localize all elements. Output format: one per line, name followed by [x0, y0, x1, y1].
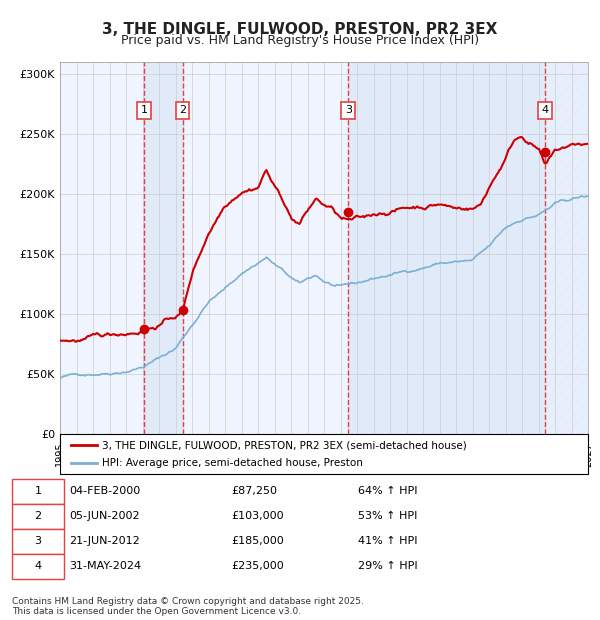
Text: 04-FEB-2000: 04-FEB-2000 [70, 485, 141, 495]
FancyBboxPatch shape [12, 504, 64, 529]
Text: 2: 2 [179, 105, 186, 115]
Text: £103,000: £103,000 [231, 511, 284, 521]
Bar [348, 62, 545, 434]
Text: 4: 4 [34, 561, 41, 571]
Text: Contains HM Land Registry data © Crown copyright and database right 2025.: Contains HM Land Registry data © Crown c… [12, 598, 364, 606]
Text: 29% ↑ HPI: 29% ↑ HPI [358, 561, 417, 571]
Text: 3, THE DINGLE, FULWOOD, PRESTON, PR2 3EX (semi-detached house): 3, THE DINGLE, FULWOOD, PRESTON, PR2 3EX… [102, 440, 467, 450]
Text: 4: 4 [542, 105, 549, 115]
Text: 05-JUN-2002: 05-JUN-2002 [70, 511, 140, 521]
Text: 41% ↑ HPI: 41% ↑ HPI [358, 536, 417, 546]
Text: £87,250: £87,250 [231, 485, 277, 495]
Text: 64% ↑ HPI: 64% ↑ HPI [358, 485, 417, 495]
FancyBboxPatch shape [60, 434, 588, 474]
Text: £235,000: £235,000 [231, 561, 284, 571]
Text: 3, THE DINGLE, FULWOOD, PRESTON, PR2 3EX: 3, THE DINGLE, FULWOOD, PRESTON, PR2 3EX [103, 22, 497, 37]
Text: £185,000: £185,000 [231, 536, 284, 546]
FancyBboxPatch shape [12, 479, 64, 504]
FancyBboxPatch shape [12, 529, 64, 554]
Text: 53% ↑ HPI: 53% ↑ HPI [358, 511, 417, 521]
Text: HPI: Average price, semi-detached house, Preston: HPI: Average price, semi-detached house,… [102, 458, 363, 468]
Text: 31-MAY-2024: 31-MAY-2024 [70, 561, 142, 571]
Bar [545, 62, 588, 434]
Text: This data is licensed under the Open Government Licence v3.0.: This data is licensed under the Open Gov… [12, 607, 301, 616]
Text: 21-JUN-2012: 21-JUN-2012 [70, 536, 140, 546]
Bar [144, 62, 182, 434]
Text: 2: 2 [34, 511, 41, 521]
Text: 1: 1 [34, 485, 41, 495]
Text: Price paid vs. HM Land Registry's House Price Index (HPI): Price paid vs. HM Land Registry's House … [121, 34, 479, 47]
Text: 3: 3 [34, 536, 41, 546]
FancyBboxPatch shape [12, 554, 64, 580]
Text: 3: 3 [345, 105, 352, 115]
Text: 1: 1 [140, 105, 148, 115]
